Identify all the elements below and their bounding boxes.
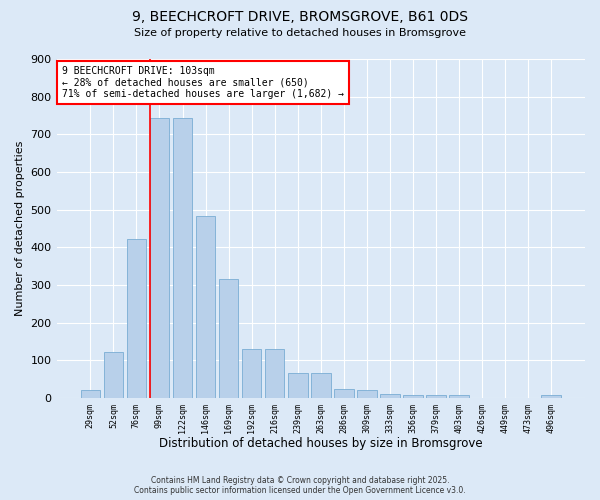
Bar: [104, 352, 123, 398]
Bar: [403, 396, 423, 398]
Text: 9, BEECHCROFT DRIVE, BROMSGROVE, B61 0DS: 9, BEECHCROFT DRIVE, BROMSGROVE, B61 0DS: [132, 10, 468, 24]
Bar: [426, 396, 446, 398]
Bar: [357, 390, 377, 398]
Bar: [334, 388, 353, 398]
Bar: [449, 396, 469, 398]
Text: Size of property relative to detached houses in Bromsgrove: Size of property relative to detached ho…: [134, 28, 466, 38]
Bar: [80, 390, 100, 398]
Bar: [541, 396, 561, 398]
Bar: [380, 394, 400, 398]
Bar: [288, 372, 308, 398]
Bar: [242, 349, 262, 398]
X-axis label: Distribution of detached houses by size in Bromsgrove: Distribution of detached houses by size …: [159, 437, 482, 450]
Bar: [219, 279, 238, 398]
Bar: [311, 372, 331, 398]
Bar: [127, 239, 146, 398]
Bar: [196, 216, 215, 398]
Bar: [265, 349, 284, 398]
Text: 9 BEECHCROFT DRIVE: 103sqm
← 28% of detached houses are smaller (650)
71% of sem: 9 BEECHCROFT DRIVE: 103sqm ← 28% of deta…: [62, 66, 344, 99]
Text: Contains HM Land Registry data © Crown copyright and database right 2025.
Contai: Contains HM Land Registry data © Crown c…: [134, 476, 466, 495]
Y-axis label: Number of detached properties: Number of detached properties: [15, 141, 25, 316]
Bar: [149, 118, 169, 398]
Bar: [173, 118, 193, 398]
